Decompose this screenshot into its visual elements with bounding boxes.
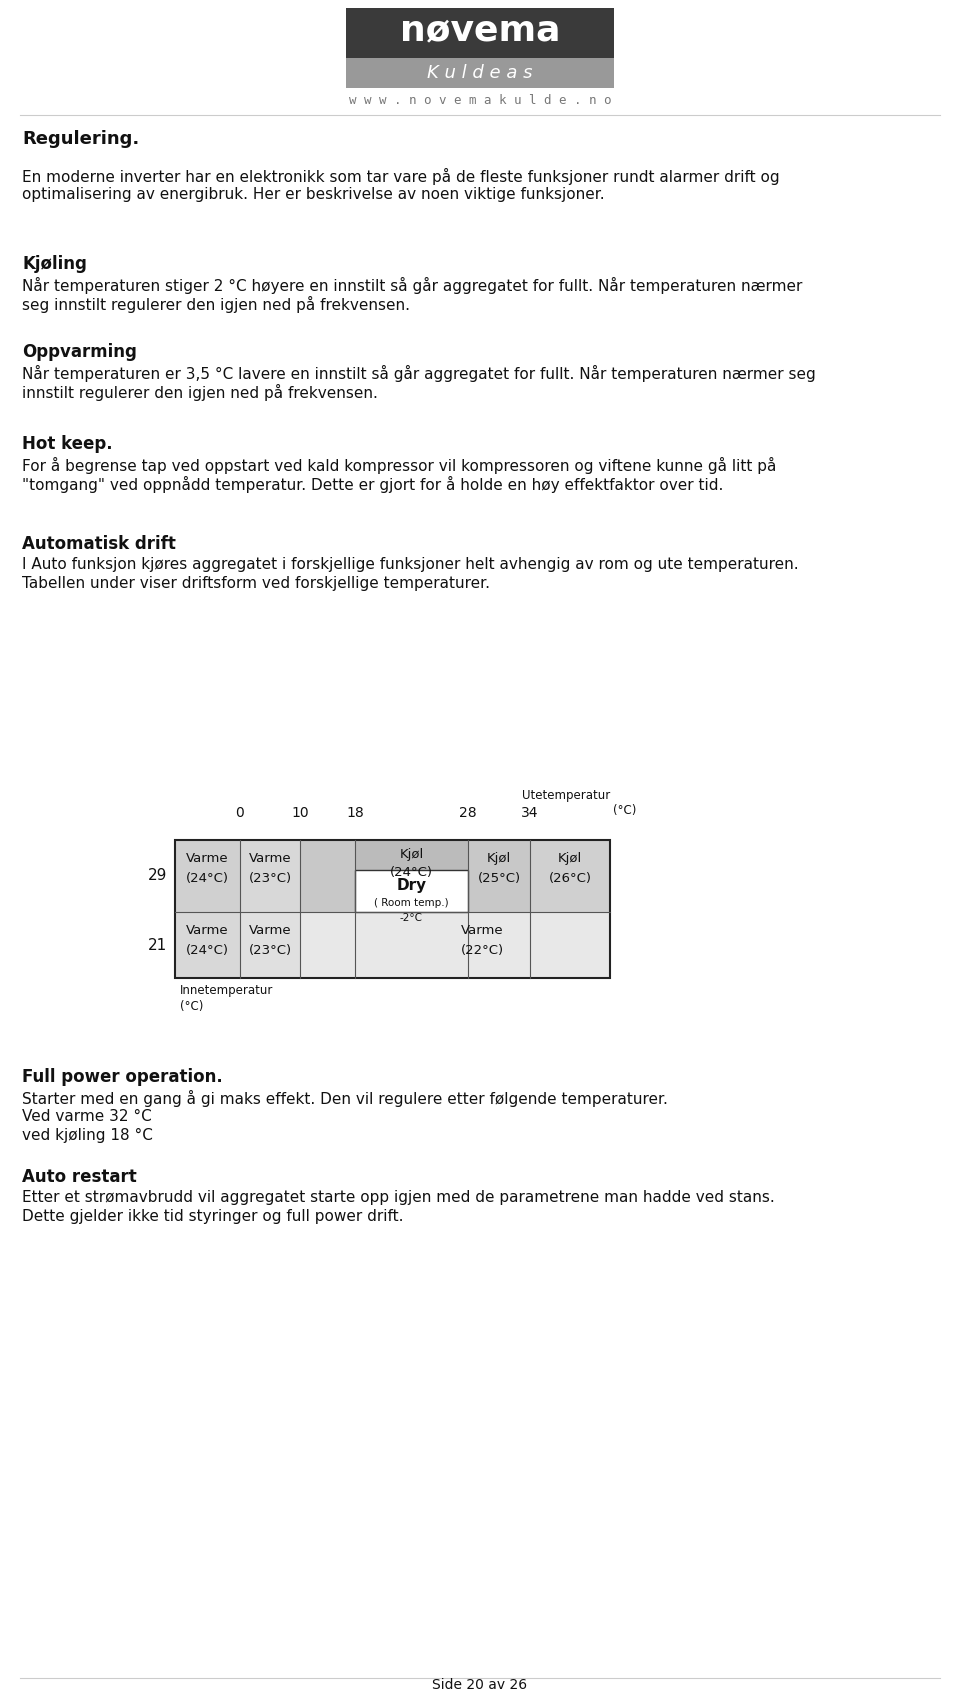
Bar (355, 840, 468, 913)
Text: ( Room temp.): ( Room temp.) (374, 899, 449, 907)
Text: Etter et strømavbrudd vil aggregatet starte opp igjen med de parametrene man had: Etter et strømavbrudd vil aggregatet sta… (22, 1190, 775, 1205)
Bar (468, 840, 530, 913)
Text: Når temperaturen stiger 2 °C høyere en innstilt så går aggregatet for fullt. Når: Når temperaturen stiger 2 °C høyere en i… (22, 278, 803, 295)
Text: Side 20 av 26: Side 20 av 26 (432, 1678, 528, 1691)
Bar (355, 870, 468, 913)
Text: K u l d e a s: K u l d e a s (427, 64, 533, 81)
Text: Varme: Varme (249, 924, 291, 936)
Text: Starter med en gang å gi maks effekt. Den vil regulere etter følgende temperatur: Starter med en gang å gi maks effekt. De… (22, 1090, 668, 1107)
Text: 21: 21 (148, 938, 167, 953)
Text: 29: 29 (148, 869, 167, 884)
Text: nøvema: nøvema (399, 14, 561, 47)
Bar (240, 913, 300, 979)
Text: Ved varme 32 °C: Ved varme 32 °C (22, 1109, 152, 1124)
Text: 10: 10 (291, 806, 309, 819)
Text: innstilt regulerer den igjen ned på frekvensen.: innstilt regulerer den igjen ned på frek… (22, 384, 378, 401)
Text: Varme: Varme (249, 852, 291, 865)
Text: 34: 34 (521, 806, 539, 819)
Text: Når temperaturen er 3,5 °C lavere en innstilt så går aggregatet for fullt. Når t: Når temperaturen er 3,5 °C lavere en inn… (22, 366, 816, 383)
Text: Dette gjelder ikke tid styringer og full power drift.: Dette gjelder ikke tid styringer og full… (22, 1209, 403, 1224)
Text: (24°C): (24°C) (186, 945, 229, 957)
Text: 28: 28 (459, 806, 477, 819)
Text: (23°C): (23°C) (249, 872, 292, 885)
Text: Oppvarming: Oppvarming (22, 344, 137, 361)
Text: ved kjøling 18 °C: ved kjøling 18 °C (22, 1128, 153, 1143)
Text: I Auto funksjon kjøres aggregatet i forskjellige funksjoner helt avhengig av rom: I Auto funksjon kjøres aggregatet i fors… (22, 557, 799, 572)
Text: Hot keep.: Hot keep. (22, 435, 112, 454)
Text: seg innstilt regulerer den igjen ned på frekvensen.: seg innstilt regulerer den igjen ned på … (22, 296, 410, 313)
Text: Full power operation.: Full power operation. (22, 1068, 223, 1085)
Text: Auto restart: Auto restart (22, 1168, 136, 1187)
Text: (°C): (°C) (613, 804, 636, 818)
Text: optimalisering av energibruk. Her er beskrivelse av noen viktige funksjoner.: optimalisering av energibruk. Her er bes… (22, 186, 605, 201)
Bar (175, 913, 240, 979)
Text: Kjøling: Kjøling (22, 256, 86, 273)
Text: 0: 0 (235, 806, 245, 819)
Bar (300, 913, 610, 979)
Text: (26°C): (26°C) (548, 872, 591, 885)
Text: Automatisk drift: Automatisk drift (22, 535, 176, 554)
Text: Varme: Varme (461, 924, 504, 936)
Text: (23°C): (23°C) (249, 945, 292, 957)
Bar (300, 840, 355, 913)
Text: Tabellen under viser driftsform ved forskjellige temperaturer.: Tabellen under viser driftsform ved fors… (22, 576, 490, 591)
Bar (240, 840, 300, 913)
Text: w w w . n o v e m a k u l d e . n o: w w w . n o v e m a k u l d e . n o (348, 93, 612, 107)
Text: -2°C: -2°C (400, 913, 423, 923)
Bar (346, 58, 614, 88)
Text: Regulering.: Regulering. (22, 130, 139, 147)
Text: Varme: Varme (186, 852, 228, 865)
Text: (24°C): (24°C) (186, 872, 229, 885)
Text: Kjøl: Kjøl (487, 852, 511, 865)
Bar (175, 840, 240, 913)
Text: Dry: Dry (396, 879, 426, 894)
Text: Kjøl: Kjøl (558, 852, 582, 865)
Text: 18: 18 (347, 806, 364, 819)
Text: For å begrense tap ved oppstart ved kald kompressor vil kompressoren og viftene : For å begrense tap ved oppstart ved kald… (22, 457, 777, 474)
Text: Innetemperatur: Innetemperatur (180, 984, 274, 997)
Text: Kjøl: Kjøl (399, 848, 423, 862)
Text: (°C): (°C) (180, 1001, 204, 1012)
Text: (24°C): (24°C) (390, 867, 433, 879)
Text: (22°C): (22°C) (461, 945, 504, 957)
Bar (175, 840, 610, 979)
Text: (25°C): (25°C) (477, 872, 520, 885)
Bar (530, 840, 610, 913)
Text: En moderne inverter har en elektronikk som tar vare på de fleste funksjoner rund: En moderne inverter har en elektronikk s… (22, 168, 780, 185)
Text: Varme: Varme (186, 924, 228, 936)
Text: "tomgang" ved oppnådd temperatur. Dette er gjort for å holde en høy effektfaktor: "tomgang" ved oppnådd temperatur. Dette … (22, 476, 724, 493)
Text: Utetemperatur: Utetemperatur (521, 789, 610, 802)
Bar (346, 8, 614, 58)
